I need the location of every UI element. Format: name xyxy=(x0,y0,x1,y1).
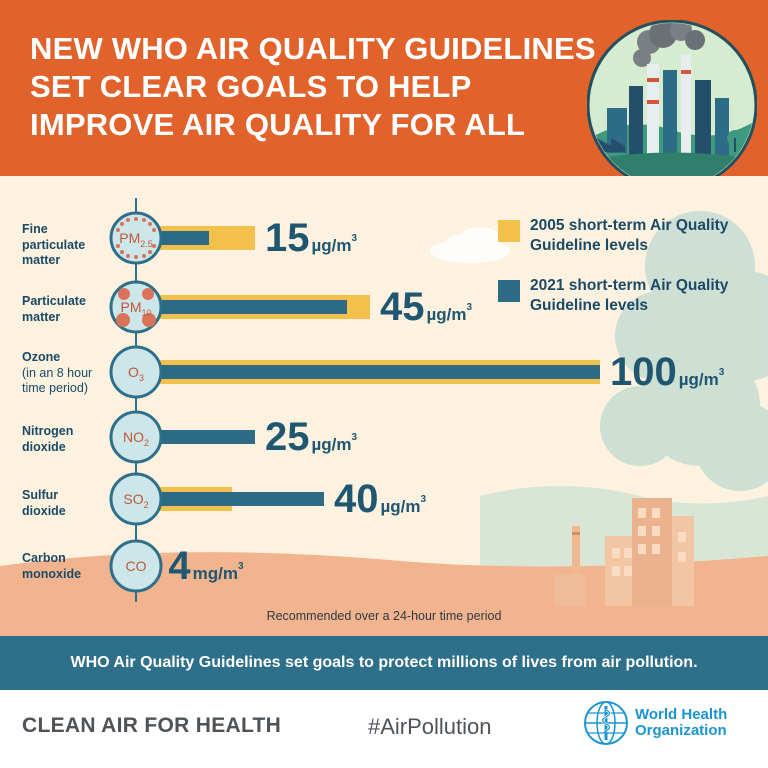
headline: NEW WHO AIR QUALITY GUIDELINES SET CLEAR… xyxy=(30,30,596,144)
pollutant-circle-o3 xyxy=(109,345,163,399)
legend-item-2005: 2005 short-term Air Quality Guideline le… xyxy=(498,216,758,256)
pollutant-label-so2: Sulfur dioxide xyxy=(22,488,66,518)
pollutant-symbol-co: CO xyxy=(126,558,147,574)
message-banner: WHO Air Quality Guidelines set goals to … xyxy=(0,636,768,690)
who-organization-name: World Health Organization xyxy=(635,706,728,739)
legend-swatch-2021 xyxy=(498,280,520,302)
guideline-bar-chart: PM2.5 15 µg/m3 PM10 45 µg/m3 O3 100 µg/m3 NO2 25 µg… xyxy=(109,198,725,602)
banner-text: WHO Air Quality Guidelines set goals to … xyxy=(70,654,698,671)
particle-dots-icon xyxy=(116,217,156,259)
pollutant-symbol-pm10: PM10 xyxy=(120,299,151,318)
headline-line-1: NEW WHO AIR QUALITY GUIDELINES xyxy=(30,31,596,66)
who-emblem-icon xyxy=(584,701,628,745)
pollutant-symbol-pm25: PM2.5 xyxy=(119,230,153,249)
pollutant-label-co: Carbon monoxide xyxy=(22,551,82,581)
bar-2021-no2 xyxy=(140,430,255,444)
headline-line-2: SET CLEAR GOALS TO HELP xyxy=(30,69,472,104)
factory-buildings xyxy=(555,498,694,606)
value-label-pm10: 45 µg/m3 xyxy=(380,285,473,329)
pollutant-circle-so2 xyxy=(109,472,163,526)
pollutant-symbol-o3: O3 xyxy=(128,364,144,383)
legend-label-2021: 2021 short-term Air Quality Guideline le… xyxy=(530,277,729,314)
bar-2021-so2 xyxy=(140,492,324,506)
footer: CLEAN AIR FOR HEALTH #AirPollution World… xyxy=(0,690,768,768)
pollutant-symbol-no2: NO2 xyxy=(123,429,149,448)
value-label-so2: 40 µg/m3 xyxy=(334,477,427,521)
bar-2021-pm10 xyxy=(140,300,347,314)
pollutant-label-ozone: Ozone (in an 8 hour time period) xyxy=(22,350,93,395)
smoke-cloud xyxy=(600,211,768,491)
legend-item-2021: 2021 short-term Air Quality Guideline le… xyxy=(498,276,758,316)
header-band: NEW WHO AIR QUALITY GUIDELINES SET CLEAR… xyxy=(0,0,768,176)
value-label-o3: 100 µg/m3 xyxy=(610,350,725,394)
pollutant-label-pm25: Fine particulate matter xyxy=(22,222,86,267)
pollutant-circle-no2 xyxy=(109,410,163,464)
pollutant-label-pm10: Particulate matter xyxy=(22,294,86,324)
footer-hashtag[interactable]: #AirPollution xyxy=(368,714,492,739)
headline-line-3: IMPROVE AIR QUALITY FOR ALL xyxy=(30,107,526,142)
pollutant-circle-pm25 xyxy=(109,211,163,265)
particle-blobs-icon xyxy=(116,288,156,327)
factory-illustration-icon xyxy=(587,20,757,176)
legend-swatch-2005 xyxy=(498,220,520,242)
footer-slogan: CLEAN AIR FOR HEALTH xyxy=(22,714,282,737)
value-label-pm25: 15 µg/m3 xyxy=(265,216,358,260)
pollutant-label-no2: Nitrogen dioxide xyxy=(22,424,74,454)
footnote: Recommended over a 24-hour time period xyxy=(266,609,502,623)
value-label-co: 4 mg/m3 xyxy=(168,544,244,588)
legend-label-2005: 2005 short-term Air Quality Guideline le… xyxy=(530,217,729,254)
pollutant-symbol-so2: SO2 xyxy=(123,491,148,510)
value-label-no2: 25 µg/m3 xyxy=(265,415,358,459)
bar-2021-o3 xyxy=(140,365,600,379)
pollutant-circle-co xyxy=(109,539,163,593)
